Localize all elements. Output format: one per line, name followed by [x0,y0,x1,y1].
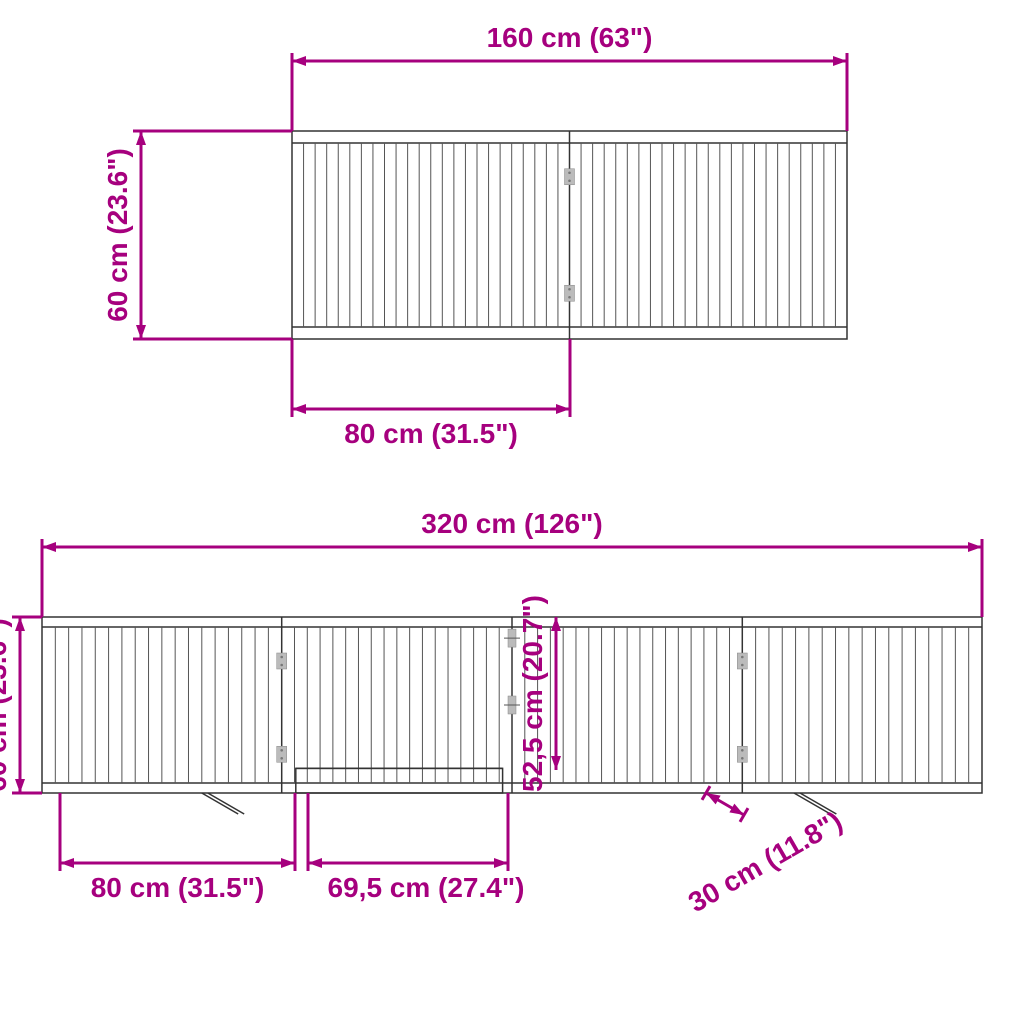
dimension-horizontal: 69,5 cm (27.4") [308,793,524,903]
hinge-icon [277,653,287,669]
dimension-label: 320 cm (126") [421,508,602,539]
dimension-vertical: 52,5 cm (20.7") [517,595,561,792]
bottom-panel: 320 cm (126") 60 cm (23.6") 80 cm (31.5") 6… [0,508,982,918]
dimension-label: 80 cm (31.5") [91,872,265,903]
dimension-label: 160 cm (63") [487,22,653,53]
hinge-icon [565,169,575,185]
dimension-label: 80 cm (31.5") [344,418,518,449]
dimension-vertical: 60 cm (23.6") [102,131,292,339]
hinge-icon [277,746,287,762]
dimension-label: 52,5 cm (20.7") [517,595,548,792]
dimension-horizontal: 80 cm (31.5") [292,339,570,449]
dimension-drawing: 160 cm (63")60 cm (23.6")80 cm (31.5")32… [0,0,1024,1024]
dimension-horizontal: 160 cm (63") [292,22,847,131]
dimension-label: 69,5 cm (27.4") [328,872,525,903]
dimension-label: 60 cm (23.6") [102,148,133,322]
hinge-icon [565,285,575,301]
hinge-icon [737,653,747,669]
hinge-icon [737,746,747,762]
dimension-horizontal: 80 cm (31.5") [60,793,295,903]
dimension-label: 60 cm (23.6") [0,618,12,792]
dimension-label: 30 cm (11.8") [683,805,847,918]
dimension-vertical: 60 cm (23.6") [0,617,42,793]
top-panel: 160 cm (63") 60 cm (23.6") 80 cm (31.5") [102,22,847,449]
dimension-horizontal: 320 cm (126") [42,508,982,617]
